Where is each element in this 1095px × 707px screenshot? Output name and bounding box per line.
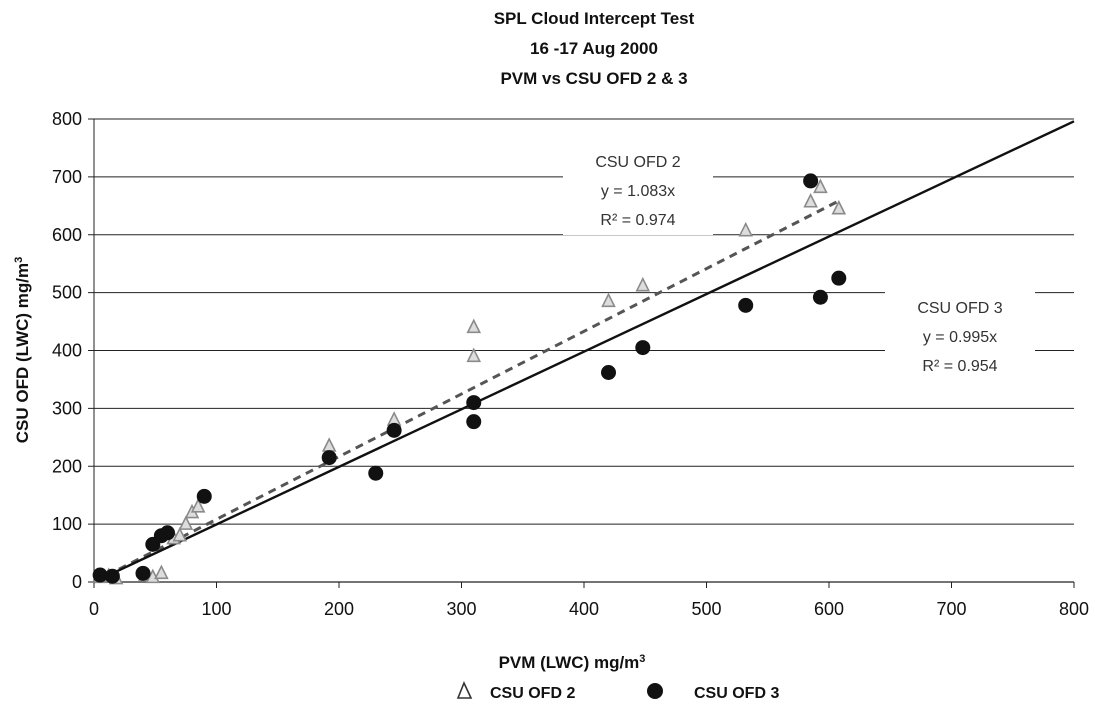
legend-marker-circle-icon bbox=[647, 683, 663, 699]
point-ofd3 bbox=[368, 465, 384, 481]
point-ofd3 bbox=[635, 340, 651, 356]
x-tick-label: 200 bbox=[324, 599, 354, 619]
x-tick-label: 600 bbox=[814, 599, 844, 619]
y-axis-label: CSU OFD (LWC) mg/m3 bbox=[13, 257, 32, 444]
point-ofd2 bbox=[466, 318, 482, 334]
point-ofd3 bbox=[803, 173, 819, 189]
point-ofd3 bbox=[601, 364, 616, 380]
point-ofd3 bbox=[321, 450, 337, 466]
annotation-line: y = 0.995x bbox=[923, 329, 997, 346]
legend-marker-triangle-icon bbox=[456, 680, 473, 699]
point-ofd2 bbox=[635, 276, 651, 292]
y-tick-label: 500 bbox=[52, 283, 82, 303]
annotation-line: CSU OFD 2 bbox=[595, 154, 680, 171]
legend-label-ofd2: CSU OFD 2 bbox=[490, 685, 575, 702]
point-ofd3 bbox=[466, 395, 482, 411]
point-ofd2 bbox=[190, 497, 206, 513]
chart-title: SPL Cloud Intercept Test 16 -17 Aug 2000… bbox=[494, 9, 695, 88]
point-ofd3 bbox=[104, 568, 120, 584]
y-tick-label: 300 bbox=[52, 398, 82, 418]
point-ofd2 bbox=[466, 347, 482, 363]
x-axis-label: PVM (LWC) mg/m3 bbox=[499, 653, 646, 672]
y-tick-label: 800 bbox=[52, 109, 82, 129]
annotation-background bbox=[563, 145, 713, 235]
y-tick-label: 100 bbox=[52, 514, 82, 534]
title-line-3: PVM vs CSU OFD 2 & 3 bbox=[500, 69, 687, 88]
legend: CSU OFD 2 CSU OFD 3 bbox=[456, 680, 779, 702]
point-ofd2 bbox=[831, 199, 847, 215]
annotation-line: R² = 0.974 bbox=[600, 212, 675, 229]
x-tick-label: 500 bbox=[691, 599, 721, 619]
x-tick-label: 700 bbox=[936, 599, 966, 619]
point-ofd2 bbox=[321, 437, 337, 452]
point-ofd2 bbox=[601, 292, 616, 308]
point-ofd3 bbox=[135, 565, 151, 581]
x-tick-label: 100 bbox=[201, 599, 231, 619]
title-line-2: 16 -17 Aug 2000 bbox=[530, 39, 658, 58]
axis-ticks: 0 100 200 300 400 500 600 700 800 0 100 200 300 400 50… bbox=[52, 109, 1089, 619]
annotation-line: R² = 0.954 bbox=[922, 358, 997, 375]
point-ofd2 bbox=[154, 564, 169, 580]
annotation-background bbox=[885, 291, 1035, 381]
point-ofd3 bbox=[92, 567, 108, 583]
y-tick-label: 200 bbox=[52, 456, 82, 476]
point-ofd3 bbox=[738, 297, 754, 313]
y-tick-label: 0 bbox=[72, 572, 82, 592]
point-ofd2 bbox=[172, 526, 188, 542]
trendlines bbox=[93, 120, 1075, 584]
point-ofd3 bbox=[831, 270, 847, 286]
annotation-line: y = 1.083x bbox=[601, 183, 675, 200]
trendline-series-2 bbox=[93, 120, 1075, 584]
point-ofd2 bbox=[803, 192, 818, 208]
y-tick-label: 400 bbox=[52, 341, 82, 361]
point-ofd2 bbox=[178, 515, 194, 530]
x-tick-label: 400 bbox=[569, 599, 599, 619]
point-ofd3 bbox=[196, 488, 212, 504]
legend-label-ofd3: CSU OFD 3 bbox=[694, 685, 779, 702]
point-ofd2 bbox=[813, 178, 828, 194]
y-tick-label: 700 bbox=[52, 167, 82, 187]
data-points bbox=[92, 173, 847, 585]
trendline-annotations: CSU OFD 2 y = 1.083x R² = 0.974 CSU OFD 3 y … bbox=[563, 145, 1035, 381]
x-tick-label: 300 bbox=[446, 599, 476, 619]
annotation-line: CSU OFD 3 bbox=[917, 300, 1002, 317]
point-ofd3 bbox=[466, 414, 482, 430]
point-ofd2 bbox=[738, 221, 753, 237]
point-ofd3 bbox=[160, 525, 175, 541]
y-tick-label: 600 bbox=[52, 225, 82, 245]
x-tick-label: 0 bbox=[89, 599, 99, 619]
x-tick-label: 800 bbox=[1059, 599, 1089, 619]
trendline-series-1 bbox=[93, 198, 842, 584]
point-ofd3 bbox=[386, 422, 402, 438]
point-ofd3 bbox=[812, 289, 828, 305]
title-line-1: SPL Cloud Intercept Test bbox=[494, 9, 695, 28]
